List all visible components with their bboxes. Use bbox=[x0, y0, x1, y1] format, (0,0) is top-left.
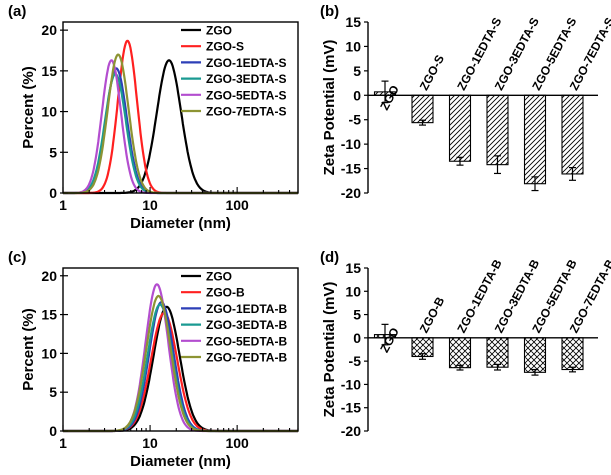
legend-label-zgo-7edta-b: ZGO-7EDTA-B bbox=[206, 351, 287, 365]
y-tick-label: 15 bbox=[345, 260, 361, 276]
x-tick-label: 10 bbox=[142, 197, 158, 213]
panel-c-size-distribution: (c) 0 5 10 15 20 1 10 100 Diameter (nm) Percent (%… bbox=[8, 249, 299, 470]
legend-label-zgo-1edta-b: ZGO-1EDTA-B bbox=[206, 302, 287, 316]
y-tick-label: -20 bbox=[341, 423, 361, 439]
y-tick-label: 10 bbox=[41, 345, 57, 361]
y-axis-label: Percent (%) bbox=[20, 308, 37, 391]
category-label-zgo-s: ZGO-S bbox=[417, 53, 447, 93]
y-tick-label: -15 bbox=[341, 400, 361, 416]
y-tick-label: 5 bbox=[49, 144, 57, 160]
y-tick-label: -15 bbox=[341, 161, 361, 177]
y-axis-label: Percent (%) bbox=[20, 66, 37, 149]
plot-frame bbox=[62, 21, 299, 194]
bar-zgo-7edta-b bbox=[561, 337, 584, 371]
y-tick-label: 20 bbox=[41, 268, 57, 284]
category-label-zgo: ZGO bbox=[377, 83, 402, 113]
x-axis-label: Diameter (nm) bbox=[130, 453, 231, 470]
legend-label-zgo-3edta-b: ZGO-3EDTA-B bbox=[206, 318, 287, 332]
y-tick-label: -20 bbox=[341, 185, 361, 201]
legend-label-zgo-5edta-s: ZGO-5EDTA-S bbox=[206, 88, 286, 102]
y-tick-label: 5 bbox=[353, 307, 361, 323]
x-tick-label: 10 bbox=[142, 435, 158, 451]
x-tick-label: 1 bbox=[59, 435, 67, 451]
y-tick-label: 15 bbox=[41, 307, 57, 323]
panel-label-b: (b) bbox=[320, 3, 339, 20]
y-tick-label: -10 bbox=[341, 376, 361, 392]
y-tick-label: 0 bbox=[49, 185, 57, 201]
y-tick-label: 5 bbox=[353, 63, 361, 79]
bar-zgo-1edta-s bbox=[448, 94, 472, 162]
x-tick-label: 1 bbox=[59, 197, 67, 213]
y-tick-label: 0 bbox=[353, 87, 361, 103]
legend-label-zgo-b: ZGO-B bbox=[206, 286, 245, 300]
legend-label-zgo-7edta-s: ZGO-7EDTA-S bbox=[206, 105, 286, 119]
legend-label-zgo-3edta-s: ZGO-3EDTA-S bbox=[206, 72, 286, 86]
legend-label-zgo-1edta-s: ZGO-1EDTA-S bbox=[206, 56, 286, 70]
category-label-zgo: ZGO bbox=[377, 325, 402, 355]
panel-label-d: (d) bbox=[320, 249, 339, 266]
y-tick-label: 10 bbox=[41, 104, 57, 120]
bar-zgo-3edta-b bbox=[486, 337, 509, 368]
y-axis-label: Zeta Potential (mV) bbox=[321, 282, 338, 418]
legend-label-zgo: ZGO bbox=[206, 270, 232, 284]
y-tick-label: 10 bbox=[345, 283, 361, 299]
y-axis-label: Zeta Potential (mV) bbox=[321, 40, 338, 176]
y-tick-label: 0 bbox=[353, 330, 361, 346]
bar-zgo-5edta-s bbox=[523, 94, 547, 185]
panel-label-a: (a) bbox=[8, 3, 26, 20]
y-tick-label: 10 bbox=[345, 38, 361, 54]
y-tick-label: 5 bbox=[49, 384, 57, 400]
bar-zgo-1edta-b bbox=[448, 337, 472, 369]
category-label-zgo-b: ZGO-B bbox=[417, 294, 448, 335]
x-tick-label: 100 bbox=[225, 197, 249, 213]
y-tick-label: -5 bbox=[349, 112, 362, 128]
bar-zgo-3edta-s bbox=[486, 94, 509, 166]
y-tick-label: 20 bbox=[41, 22, 57, 38]
y-tick-label: 0 bbox=[49, 423, 57, 439]
legend-label-zgo-s: ZGO-S bbox=[206, 40, 244, 54]
legend-label-zgo-5edta-b: ZGO-5EDTA-B bbox=[206, 334, 287, 348]
bar-zgo-7edta-s bbox=[561, 94, 584, 175]
plot-frame bbox=[62, 267, 299, 432]
x-axis-label: Diameter (nm) bbox=[130, 215, 231, 232]
y-tick-label: -10 bbox=[341, 136, 361, 152]
panel-label-c: (c) bbox=[8, 249, 26, 266]
y-tick-label: 15 bbox=[41, 63, 57, 79]
y-tick-label: -5 bbox=[349, 353, 362, 369]
x-tick-label: 100 bbox=[225, 435, 249, 451]
bar-zgo-5edta-b bbox=[523, 337, 547, 373]
panel-a-size-distribution: (a) 0 5 10 15 20 1 10 100 Diameter (nm) Percent (%… bbox=[8, 3, 299, 232]
legend-label-zgo: ZGO bbox=[206, 24, 232, 38]
bar-zgo-s bbox=[411, 94, 434, 124]
y-tick-label: 15 bbox=[345, 14, 361, 30]
